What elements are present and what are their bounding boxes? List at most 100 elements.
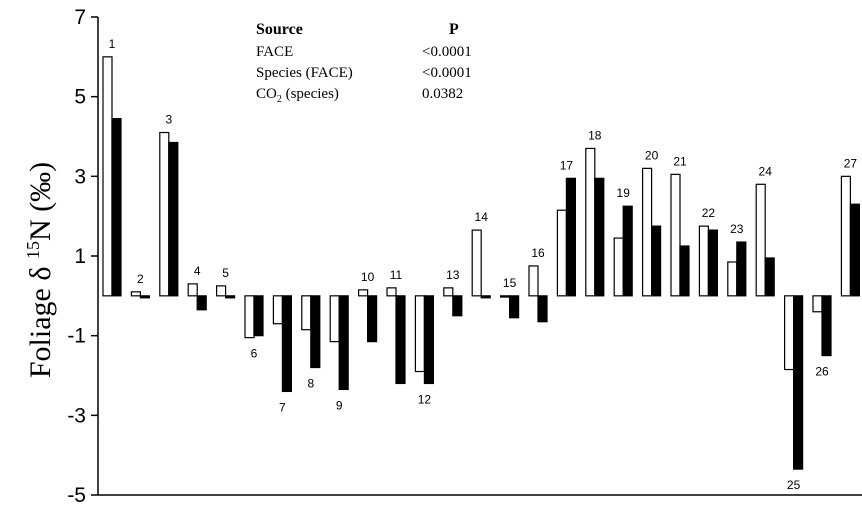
open-bar: [329, 295, 340, 343]
bar-category-label: 13: [446, 268, 460, 282]
open-bar: [641, 167, 653, 297]
bar-category-label: 18: [588, 128, 602, 142]
bar-category-label: 22: [702, 206, 716, 220]
filled-bar: [707, 229, 719, 297]
filled-bar: [537, 295, 548, 323]
filled-bar: [310, 295, 321, 369]
filled-bar: [225, 295, 236, 299]
open-bar: [216, 285, 227, 297]
y-tick-label: 3: [74, 165, 86, 188]
filled-bar: [821, 295, 832, 357]
filled-bar: [764, 257, 775, 297]
stats-header-source: Source: [256, 21, 303, 38]
y-tick-label: -3: [67, 404, 86, 427]
y-tick-label: 5: [74, 86, 86, 109]
open-bar: [272, 295, 283, 325]
stats-row-p: <0.0001: [422, 65, 472, 81]
stats-row-source: CO2 (species): [256, 86, 339, 105]
filled-bar: [395, 295, 406, 385]
bar-category-label: 24: [759, 164, 773, 178]
filled-bar: [650, 225, 662, 297]
stats-row-source-rest: (species): [282, 86, 339, 102]
open-bar: [159, 131, 170, 297]
bar-category-label: 7: [279, 400, 286, 414]
bar-category-label: 19: [617, 186, 631, 200]
bar-category-label: 2: [137, 272, 144, 286]
open-bar: [386, 287, 397, 297]
y-axis-label-prefix: Foliage δ: [24, 259, 57, 378]
bar-category-label: 16: [531, 246, 545, 260]
bar-category-label: 23: [730, 222, 744, 236]
bar-category-label: 1: [109, 37, 116, 51]
stats-row-source-main: CO: [256, 86, 277, 102]
y-tick-label: 1: [74, 245, 86, 268]
open-bar: [840, 175, 852, 297]
filled-bar: [423, 295, 434, 385]
y-tick-label: -5: [67, 484, 86, 506]
stats-row-source: FACE: [256, 44, 293, 60]
open-bar: [358, 289, 369, 297]
filled-bar: [849, 203, 861, 297]
open-bar: [585, 147, 596, 297]
stats-row-p: <0.0001: [422, 44, 472, 60]
bar-category-label: 15: [503, 276, 517, 290]
bar-category-label: 8: [307, 377, 314, 391]
filled-bar: [253, 295, 264, 337]
open-bar: [556, 209, 568, 297]
bars-group: [102, 56, 861, 470]
open-bar: [613, 237, 624, 297]
filled-bar: [196, 295, 207, 311]
stats-row-source-subscript: 2: [277, 94, 282, 105]
y-axis-label: Foliage δ 15N (‰): [23, 162, 57, 378]
open-bar: [755, 183, 766, 297]
bar-category-label: 10: [361, 270, 375, 284]
open-bar: [812, 295, 823, 313]
bar-category-label: 26: [815, 365, 829, 379]
open-bar: [102, 56, 113, 297]
bar-category-label: 25: [787, 478, 801, 492]
open-bar: [783, 295, 795, 371]
bar-category-label: 3: [165, 113, 172, 127]
y-tick-label: 7: [74, 6, 86, 29]
open-bar: [698, 225, 710, 297]
filled-bar: [168, 141, 179, 297]
stats-table: Source P FACE <0.0001 Species (FACE) <0.…: [256, 21, 472, 105]
filled-bar: [509, 295, 520, 319]
bar-category-label: 9: [336, 398, 343, 412]
filled-bar: [367, 295, 378, 343]
filled-bar: [480, 295, 491, 299]
filled-bar: [281, 295, 292, 393]
stats-header-p: P: [449, 21, 459, 38]
bar-category-label: 6: [251, 347, 258, 361]
bar-category-label: 11: [390, 268, 403, 282]
bar-category-label: 21: [673, 154, 687, 168]
open-bar: [301, 295, 312, 331]
open-bar: [244, 295, 255, 339]
bar-category-label: 4: [194, 264, 201, 278]
filled-bar: [565, 177, 577, 297]
bar-category-label: 17: [560, 158, 574, 172]
filled-bar: [139, 295, 150, 299]
filled-bar: [338, 295, 349, 391]
filled-bar: [594, 177, 605, 297]
bar-category-label: 14: [475, 210, 489, 224]
bar-category-label: 5: [222, 266, 229, 280]
bar-category-label: 12: [418, 392, 432, 406]
open-bar: [528, 265, 539, 297]
open-bar: [130, 291, 141, 297]
filled-bar: [452, 295, 463, 317]
open-bar: [471, 229, 482, 297]
filled-bar: [792, 295, 804, 470]
stats-row-source: Species (FACE): [256, 65, 353, 81]
open-bar: [187, 283, 198, 297]
filled-bar: [679, 245, 690, 297]
bar-category-label: 20: [645, 148, 659, 162]
filled-bar: [736, 241, 747, 297]
y-tick-label: -1: [67, 325, 86, 348]
stats-row-p: 0.0382: [422, 86, 463, 102]
open-bar: [500, 295, 511, 298]
bar-category-label: 27: [844, 156, 858, 170]
